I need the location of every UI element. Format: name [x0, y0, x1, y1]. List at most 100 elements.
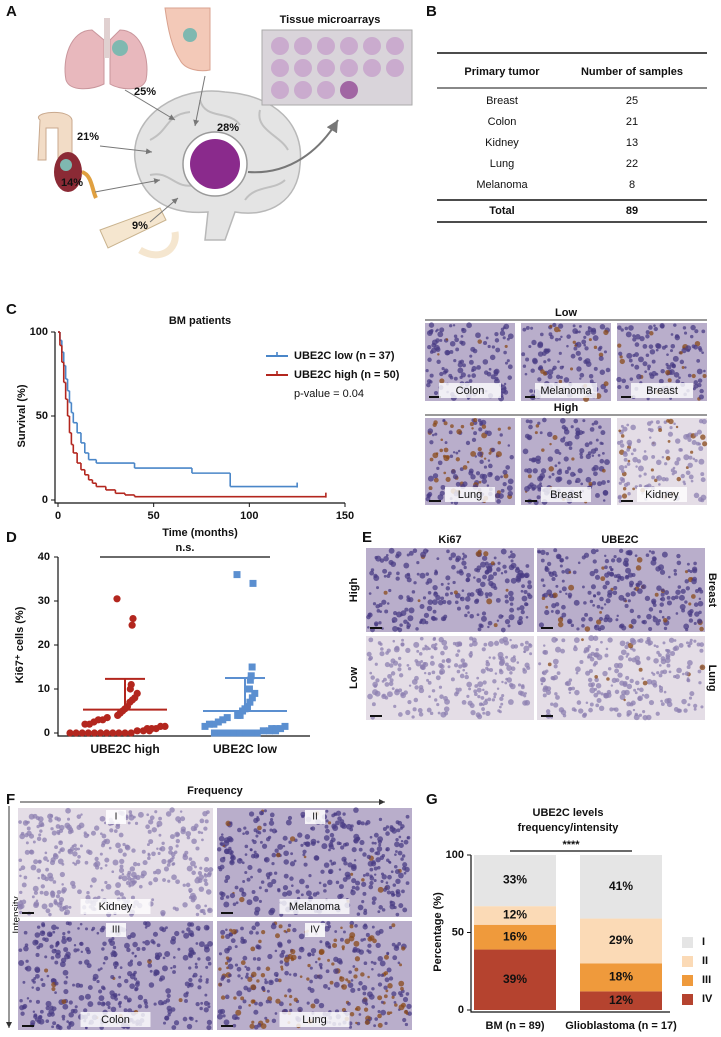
- nucleus: [182, 883, 186, 887]
- nucleus: [255, 931, 259, 935]
- nucleus: [200, 1001, 204, 1005]
- nucleus: [170, 966, 173, 970]
- nucleus: [28, 833, 35, 839]
- nucleus: [541, 596, 546, 601]
- nucleus: [368, 637, 374, 643]
- nucleus: [449, 591, 453, 595]
- nucleus: [478, 480, 482, 484]
- nucleus: [476, 676, 480, 680]
- nucleus: [572, 324, 576, 328]
- nucleus: [522, 700, 528, 706]
- nucleus: [545, 709, 551, 714]
- nucleus: [162, 956, 166, 960]
- nucleus: [332, 943, 338, 949]
- nucleus: [148, 881, 153, 886]
- nucleus: [366, 651, 372, 657]
- nucleus: [381, 679, 385, 683]
- nucleus: [380, 879, 384, 883]
- nucleus: [443, 711, 449, 716]
- nucleus: [649, 349, 656, 355]
- nucleus: [609, 568, 613, 572]
- nucleus: [414, 675, 419, 681]
- nucleus: [377, 995, 383, 1001]
- nucleus: [588, 669, 593, 673]
- nucleus: [634, 342, 640, 347]
- nucleus: [553, 664, 558, 669]
- nucleus: [593, 568, 599, 574]
- nucleus: [162, 965, 168, 972]
- nucleus: [55, 894, 61, 899]
- nucleus: [587, 590, 592, 595]
- nucleus: [528, 424, 533, 430]
- nucleus: [686, 562, 690, 566]
- nucleus: [96, 931, 100, 935]
- nucleus: [453, 334, 458, 339]
- nucleus: [566, 334, 571, 339]
- nucleus: [485, 336, 489, 340]
- nucleus: [692, 457, 696, 461]
- nucleus: [504, 594, 509, 599]
- nucleus: [172, 970, 176, 974]
- nucleus: [379, 651, 385, 657]
- nucleus: [36, 925, 41, 929]
- nucleus: [550, 702, 554, 706]
- value-label: 12%: [503, 908, 527, 922]
- nucleus: [679, 448, 683, 452]
- nucleus: [542, 693, 547, 698]
- nucleus: [376, 846, 383, 852]
- nucleus: [129, 973, 136, 980]
- nucleus: [299, 878, 305, 885]
- nucleus: [699, 642, 705, 647]
- nucleus: [367, 860, 374, 867]
- nucleus: [542, 592, 548, 598]
- nucleus: [366, 949, 370, 953]
- nucleus: [387, 983, 393, 989]
- nucleus: [26, 826, 31, 831]
- nucleus: [593, 420, 599, 425]
- percentage-label: 14%: [61, 177, 83, 189]
- nucleus: [381, 854, 386, 858]
- nucleus: [136, 862, 141, 867]
- nucleus: [642, 343, 648, 349]
- nucleus: [430, 655, 434, 659]
- nucleus: [51, 1006, 57, 1011]
- nucleus: [500, 475, 503, 479]
- nucleus: [405, 814, 410, 819]
- nucleus: [480, 581, 486, 588]
- nucleus: [573, 418, 579, 424]
- nucleus: [652, 603, 657, 608]
- nucleus: [256, 966, 261, 971]
- nucleus: [286, 890, 293, 896]
- nucleus: [477, 695, 481, 699]
- nucleus: [645, 334, 650, 339]
- nucleus: [552, 322, 557, 328]
- nucleus: [557, 621, 564, 628]
- nucleus: [100, 867, 103, 870]
- nucleus: [54, 845, 59, 850]
- nucleus: [204, 993, 208, 997]
- nucleus: [58, 851, 61, 854]
- nucleus: [115, 882, 122, 889]
- nucleus: [253, 910, 260, 916]
- nucleus: [280, 967, 284, 971]
- nucleus: [629, 608, 635, 614]
- nucleus: [411, 590, 416, 594]
- nucleus: [493, 586, 498, 591]
- nucleus: [634, 364, 640, 370]
- nucleus: [372, 602, 377, 606]
- nucleus: [469, 422, 474, 427]
- nucleus: [302, 853, 306, 857]
- nucleus: [549, 593, 554, 599]
- nucleus: [488, 656, 492, 659]
- nucleus: [72, 851, 78, 857]
- nucleus: [507, 444, 511, 447]
- nucleus: [200, 908, 206, 914]
- nucleus: [427, 344, 432, 350]
- nucleus: [494, 368, 500, 375]
- nucleus: [695, 588, 700, 593]
- nucleus: [507, 426, 511, 430]
- nucleus: [481, 424, 487, 429]
- nucleus: [205, 965, 209, 969]
- nucleus: [629, 377, 634, 381]
- nucleus: [111, 937, 115, 941]
